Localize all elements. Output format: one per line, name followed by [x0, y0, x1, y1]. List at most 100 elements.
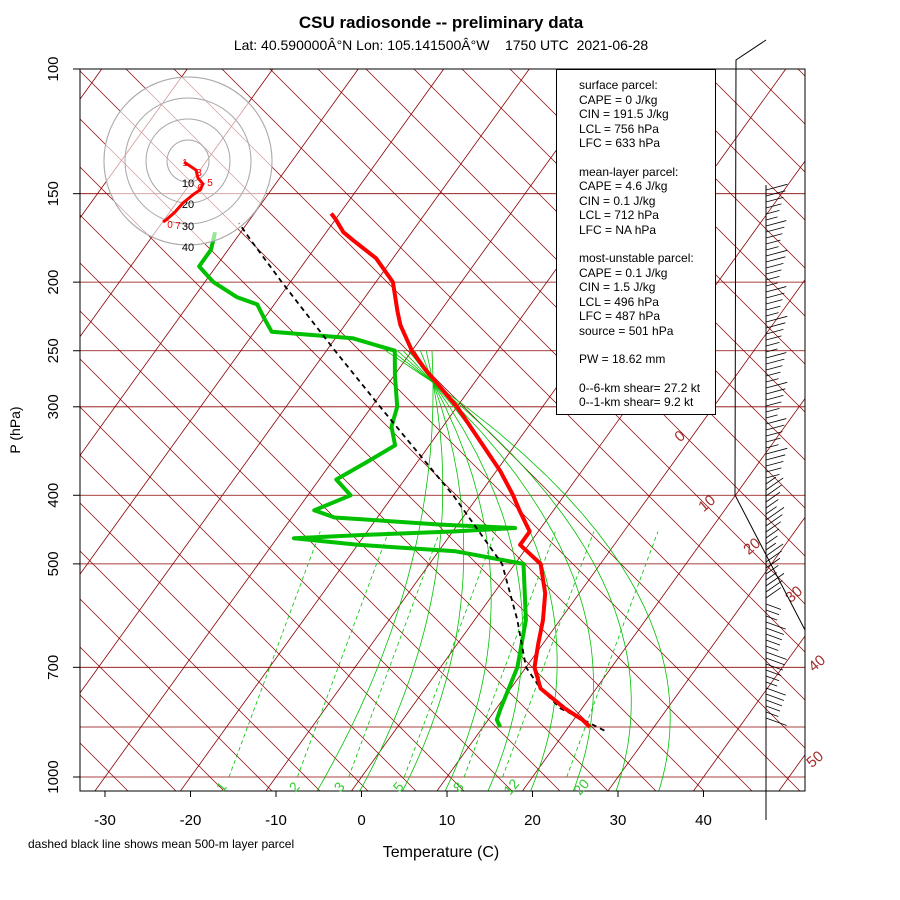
wind-barb — [765, 521, 781, 533]
hodograph-bg — [104, 77, 272, 245]
moist-adiabat-line — [316, 350, 434, 791]
wind-barb — [765, 190, 786, 197]
x-tick-label: -10 — [265, 812, 287, 829]
mean-layer-lcl: LCL = 712 hPa — [579, 208, 659, 222]
wind-barb — [765, 348, 778, 353]
dry-adiabat-line — [80, 358, 513, 791]
wind-barb — [765, 542, 777, 551]
hodograph-ring — [124, 97, 252, 225]
dry-adiabat-line — [221, 69, 805, 653]
wind-barb — [765, 717, 787, 726]
mixing-ratio-label: 1 — [213, 779, 230, 795]
wind-barb — [765, 256, 786, 263]
isotherm-label: 40 — [805, 652, 829, 676]
wind-barb — [765, 371, 781, 377]
mean-layer-lfc: LFC = NA hPa — [579, 222, 657, 237]
mean-layer-heading: mean-layer parcel: — [579, 164, 679, 179]
mixing-ratio-line — [297, 531, 390, 778]
moist-adiabat-line — [391, 350, 632, 791]
wind-barb — [765, 249, 788, 257]
hodograph-ring-label: 10 — [182, 178, 194, 190]
wind-barb — [765, 352, 787, 359]
dry-adiabat-line — [80, 454, 417, 791]
hodograph-ring-label: 30 — [182, 221, 194, 233]
hodograph-point-label: 5 — [207, 178, 213, 189]
wind-barb — [765, 322, 786, 329]
wind-barb — [765, 609, 780, 616]
wind-barb — [765, 437, 781, 443]
surface-cape: CAPE = 0 J/kg — [579, 92, 658, 107]
wind-barb — [765, 299, 783, 305]
mean-layer-cin: CIN = 0.1 J/kg — [579, 193, 656, 208]
wind-barb — [765, 365, 783, 371]
isotherm-line — [350, 160, 805, 791]
wind-barb — [765, 621, 786, 630]
moist-adiabat-line — [397, 350, 594, 791]
hodograph-point-label: 3 — [196, 168, 202, 179]
dry-adiabat-line — [653, 69, 805, 221]
wind-barbs — [734, 39, 806, 820]
dry-adiabat-line — [80, 262, 609, 791]
wind-barb — [765, 669, 782, 676]
wind-barb — [765, 473, 780, 479]
wind-barb — [765, 639, 781, 646]
mixing-ratio-label: 2 — [286, 779, 303, 795]
isotherm-label: 30 — [782, 583, 806, 607]
wind-barb — [765, 572, 777, 581]
shear-0-1km: 0--1-km shear= 9.2 kt — [579, 395, 694, 409]
wind-barb — [765, 528, 780, 539]
wind-barb — [765, 711, 779, 717]
wind-barb — [765, 203, 782, 209]
x-axis-label: Temperature (C) — [383, 844, 499, 861]
isotherm-line — [80, 69, 359, 457]
wind-barb — [765, 651, 787, 660]
dry-adiabat-line — [269, 69, 805, 605]
wind-barb — [765, 514, 783, 527]
dewpoint-profile — [197, 231, 528, 728]
isotherm-line — [94, 69, 616, 791]
footnote: dashed black line shows mean 500-m layer… — [28, 837, 294, 851]
moist-adiabat-line — [359, 350, 444, 791]
wind-outline — [734, 39, 806, 790]
x-tick-label: 30 — [610, 812, 627, 829]
wind-barb — [765, 183, 788, 191]
shear-0-6km: 0--6-km shear= 27.2 kt — [579, 380, 701, 395]
mixing-ratio-line — [403, 531, 496, 778]
dry-adiabat-line — [80, 310, 561, 791]
chart-subtitle: Lat: 40.590000Â°N Lon: 105.141500Â°W 175… — [234, 37, 649, 53]
wind-barb — [765, 657, 785, 666]
wind-barb — [765, 328, 784, 335]
wind-barb — [765, 681, 778, 687]
wind-barb — [765, 358, 785, 365]
moist-adiabat-line — [385, 350, 671, 791]
wind-barb — [765, 476, 777, 485]
wind-barb — [765, 262, 784, 269]
x-tick-label: -20 — [180, 812, 202, 829]
hodograph-ring — [145, 118, 231, 204]
parcel-stats-box: surface parcel: CAPE = 0 J/kg CIN = 191.… — [556, 69, 716, 415]
wind-barb — [765, 431, 783, 437]
wind-barb — [765, 394, 784, 401]
mixing-ratio-line — [502, 531, 595, 778]
plot-frame — [79, 68, 806, 792]
wind-barb — [765, 414, 778, 419]
wind-barb — [765, 216, 778, 221]
isotherm-line — [778, 754, 805, 791]
wind-barb — [765, 282, 778, 287]
wind-barb — [765, 603, 782, 610]
isotherm-label: 0 — [671, 427, 688, 445]
wind-barb — [765, 627, 784, 635]
hodograph-ring — [166, 139, 210, 183]
most-unstable-cin: CIN = 1.5 J/kg — [579, 280, 656, 294]
wind-barb — [765, 557, 781, 569]
isotherm-line — [607, 516, 805, 791]
x-tick-label: 20 — [524, 812, 541, 829]
wind-barb — [765, 705, 781, 712]
x-tick-label: 10 — [439, 812, 456, 829]
wind-barb — [765, 587, 781, 599]
isotherm-line — [436, 279, 805, 791]
isotherm-line — [80, 69, 188, 219]
isotherm-line — [80, 69, 445, 575]
chart-title: CSU radiosonde -- preliminary data — [299, 13, 584, 32]
